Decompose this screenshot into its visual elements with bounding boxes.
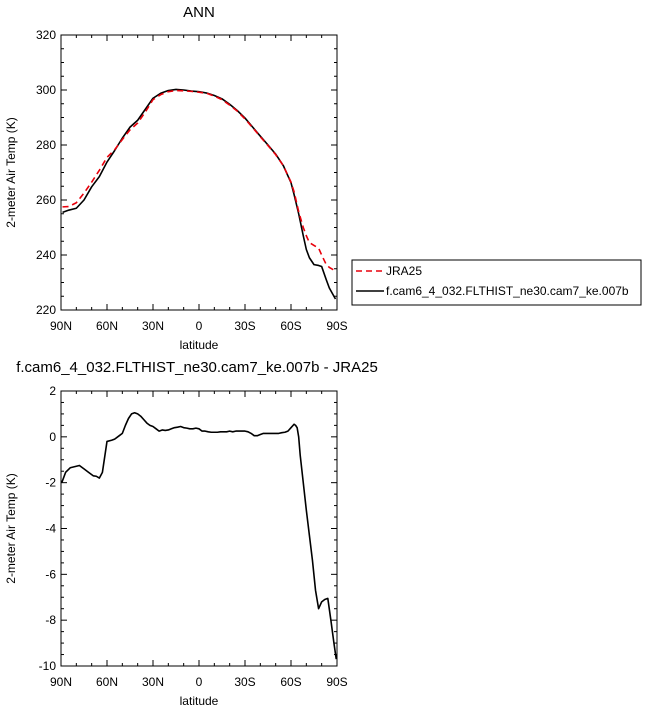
chart-title: f.cam6_4_032.FLTHIST_ne30.cam7_ke.007b -… — [16, 359, 378, 376]
x-tick-label: 30S — [234, 319, 255, 333]
legend: JRA25 f.cam6_4_032.FLTHIST_ne30.cam7_ke.0… — [351, 259, 642, 306]
chart-1: ANN 220 240 260 280 300 320 90N 60N 30N 0 30S 60S 90S… — [4, 4, 642, 352]
x-tick-label: 90S — [326, 319, 347, 333]
y-tick-label: 2 — [49, 384, 56, 398]
x-tick-label: 60S — [280, 319, 301, 333]
legend-box — [351, 259, 642, 306]
series-line-2 — [62, 88, 337, 300]
legend-label-2: f.cam6_4_032.FLTHIST_ne30.cam7_ke.007b — [386, 284, 629, 298]
y-axis-label: 2-meter Air Temp (K) — [4, 117, 18, 227]
y-tick-label: 320 — [36, 28, 56, 42]
x-tick-label: 30S — [234, 675, 255, 689]
y-tick-label: -4 — [45, 522, 56, 536]
x-tick-label: 90N — [50, 319, 72, 333]
chart-2: f.cam6_4_032.FLTHIST_ne30.cam7_ke.007b -… — [4, 359, 378, 708]
x-tick-label: 0 — [196, 675, 203, 689]
y-tick-label: 300 — [36, 83, 56, 97]
x-axis-label: latitude — [180, 694, 219, 708]
chart-title: ANN — [183, 4, 215, 21]
y-tick-label: -6 — [45, 567, 56, 581]
x-tick-label: 90S — [326, 675, 347, 689]
x-tick-label: 0 — [196, 319, 203, 333]
y-tick-label: -2 — [45, 476, 56, 490]
x-tick-label: 60S — [280, 675, 301, 689]
y-tick-label: 260 — [36, 193, 56, 207]
x-tick-label: 30N — [142, 319, 164, 333]
x-tick-label: 30N — [142, 675, 164, 689]
plot-frame — [60, 390, 338, 667]
y-axis-label: 2-meter Air Temp (K) — [4, 473, 18, 583]
x-tick-label: 90N — [50, 675, 72, 689]
y-tick-label: -8 — [45, 613, 56, 627]
y-tick-label: 0 — [49, 430, 56, 444]
x-axis-label: latitude — [180, 338, 219, 352]
series-line-1 — [62, 89, 337, 273]
legend-label-1: JRA25 — [386, 264, 422, 278]
x-tick-label: 60N — [96, 319, 118, 333]
y-tick-label: 220 — [36, 303, 56, 317]
x-tick-label: 60N — [96, 675, 118, 689]
y-tick-label: -10 — [39, 659, 57, 673]
series-line-1 — [61, 411, 337, 660]
y-tick-label: 240 — [36, 248, 56, 262]
y-tick-label: 280 — [36, 138, 56, 152]
